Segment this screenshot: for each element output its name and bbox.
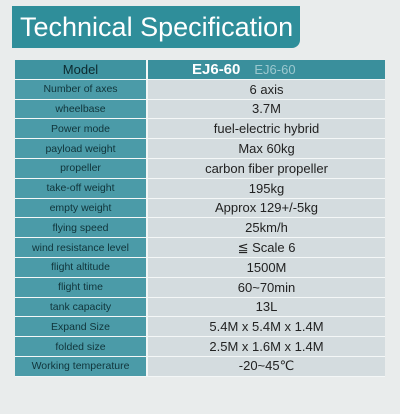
header-value-cell: EJ6-60 EJ6-60 <box>148 60 385 79</box>
title: Technical Specification <box>12 6 300 48</box>
spec-value: 5.4M x 5.4M x 1.4M <box>148 317 385 337</box>
spec-label: folded size <box>15 337 148 356</box>
spec-label: flight time <box>15 277 148 297</box>
spec-label: tank capacity <box>15 297 148 317</box>
spec-label: flying speed <box>15 218 148 238</box>
spec-label: wheelbase <box>15 99 148 119</box>
spec-row: flight time 60~70min <box>15 277 385 298</box>
spec-row: payload weight Max 60kg <box>15 139 385 159</box>
spec-value: -20~45℃ <box>148 356 385 376</box>
spec-value: 2.5M x 1.6M x 1.4M <box>148 337 385 356</box>
spec-label: Power mode <box>15 119 148 139</box>
model-name-faded: EJ6-60 <box>254 61 296 77</box>
header-label: Model <box>15 60 148 79</box>
spec-label: Expand Size <box>15 317 148 337</box>
spec-label: take-off weight <box>15 178 148 198</box>
spec-row: Power mode fuel-electric hybrid <box>15 119 385 140</box>
spec-label: Working temperature <box>15 356 148 376</box>
spec-row: folded size 2.5M x 1.6M x 1.4M <box>15 337 385 357</box>
spec-value: fuel-electric hybrid <box>148 119 385 139</box>
spec-value: carbon fiber propeller <box>148 158 385 178</box>
spec-value: 195kg <box>148 178 385 198</box>
spec-row: flying speed 25km/h <box>15 218 385 239</box>
spec-label: empty weight <box>15 198 148 218</box>
spec-row: Expand Size 5.4M x 5.4M x 1.4M <box>15 317 385 338</box>
spec-value: 1500M <box>148 257 385 277</box>
spec-label: flight altitude <box>15 257 148 277</box>
spec-label: wind resistance level <box>15 238 148 257</box>
spec-row: take-off weight 195kg <box>15 178 385 199</box>
spec-value: ≦ Scale 6 <box>148 238 385 257</box>
spec-row: Working temperature -20~45℃ <box>15 356 385 377</box>
spec-label: Number of axes <box>15 79 148 99</box>
spec-value: 25km/h <box>148 218 385 238</box>
header-row: Model EJ6-60 EJ6-60 <box>15 60 385 80</box>
spec-table: Model EJ6-60 EJ6-60 Number of axes 6 axis… <box>15 60 385 377</box>
model-name: EJ6-60 <box>192 60 241 78</box>
spec-value: 60~70min <box>148 277 385 297</box>
spec-row: tank capacity 13L <box>15 297 385 318</box>
spec-row: flight altitude 1500M <box>15 257 385 278</box>
spec-label: payload weight <box>15 139 148 158</box>
spec-row: wheelbase 3.7M <box>15 99 385 120</box>
spec-row: wind resistance level ≦ Scale 6 <box>15 238 385 258</box>
spec-row: empty weight Approx 129+/-5kg <box>15 198 385 219</box>
spec-value: 3.7M <box>148 99 385 119</box>
spec-value: 13L <box>148 297 385 317</box>
spec-value: 6 axis <box>148 79 385 99</box>
spec-row: propeller carbon fiber propeller <box>15 158 385 179</box>
spec-row: Number of axes 6 axis <box>15 79 385 100</box>
spec-label: propeller <box>15 158 148 178</box>
spec-value: Max 60kg <box>148 139 385 158</box>
spec-value: Approx 129+/-5kg <box>148 198 385 218</box>
